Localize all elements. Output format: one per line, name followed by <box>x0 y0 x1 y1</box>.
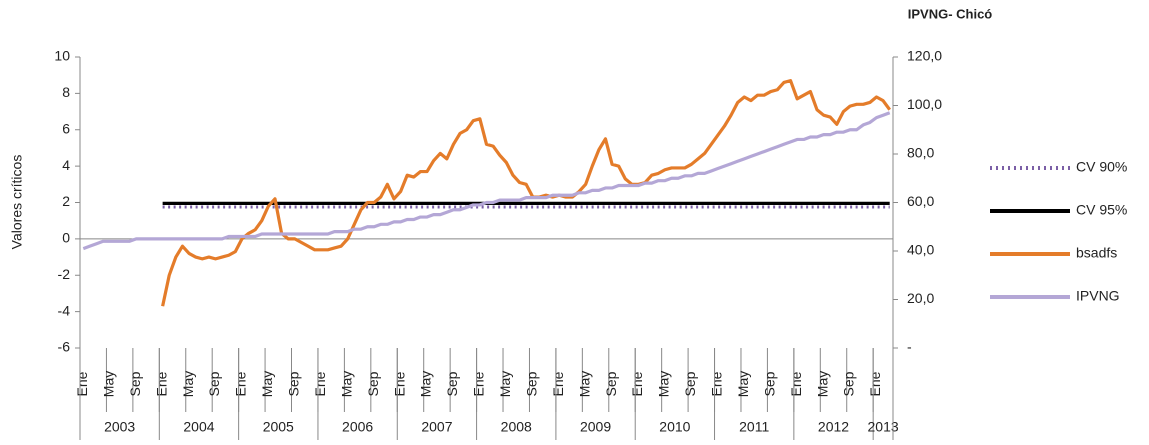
x-tick-label: Ene <box>391 371 407 396</box>
x-tick-label: Sep <box>206 371 222 396</box>
x-tick-label: May <box>100 371 116 397</box>
y2-tick-label: 40,0 <box>907 242 934 258</box>
x-tick-label: Ene <box>788 371 804 396</box>
y-tick-label: -6 <box>58 339 71 355</box>
x-tick-label: Sep <box>761 371 777 396</box>
x-tick-label: May <box>656 371 672 397</box>
y-tick-label: 10 <box>54 48 70 64</box>
legend-label: IPVNG <box>1076 288 1120 304</box>
year-label: 2010 <box>659 419 690 435</box>
x-tick-label: May <box>418 371 434 397</box>
year-label: 2011 <box>739 419 769 435</box>
x-tick-label: Ene <box>312 371 328 396</box>
year-label: 2003 <box>104 419 135 435</box>
y-tick-label: 4 <box>62 157 70 173</box>
y2-tick-label: 100,0 <box>907 96 942 112</box>
x-tick-label: Ene <box>629 371 645 396</box>
y2-tick-label: 20,0 <box>907 290 934 306</box>
x-tick-label: Sep <box>682 371 698 396</box>
y-tick-label: 2 <box>62 193 70 209</box>
chart-title: IPVNG- Chicó <box>908 6 993 21</box>
x-tick-label: May <box>497 371 513 397</box>
y-tick-label: -4 <box>58 302 71 318</box>
x-tick-label: May <box>576 371 592 397</box>
year-label: 2008 <box>501 419 532 435</box>
x-tick-label: Sep <box>286 371 302 396</box>
x-tick-label: Ene <box>471 371 487 396</box>
year-label: 2012 <box>818 419 849 435</box>
x-tick-label: Ene <box>233 371 249 396</box>
legend-label: CV 90% <box>1076 159 1127 175</box>
year-label: 2013 <box>868 419 899 435</box>
x-tick-label: Sep <box>841 371 857 396</box>
y2-tick-label: 120,0 <box>907 48 942 64</box>
x-tick-label: Ene <box>709 371 725 396</box>
y-tick-label: 6 <box>62 120 70 136</box>
x-tick-label: Ene <box>153 371 169 396</box>
x-tick-label: Ene <box>867 371 883 396</box>
year-label: 2006 <box>342 419 373 435</box>
x-tick-label: Sep <box>127 371 143 396</box>
x-tick-label: Sep <box>365 371 381 396</box>
y2-tick-label: 60,0 <box>907 193 934 209</box>
x-tick-label: May <box>814 371 830 397</box>
series-line <box>82 111 891 251</box>
year-label: 2004 <box>183 419 214 435</box>
y-tick-label: 8 <box>62 84 70 100</box>
x-tick-label: Ene <box>550 371 566 396</box>
year-label: 2007 <box>421 419 452 435</box>
x-tick-label: Sep <box>603 371 619 396</box>
series-line <box>161 79 891 307</box>
y-tick-label: -2 <box>58 266 71 282</box>
year-label: 2009 <box>580 419 611 435</box>
x-tick-label: May <box>259 371 275 397</box>
x-tick-label: Sep <box>523 371 539 396</box>
x-tick-label: May <box>180 371 196 397</box>
year-label: 2005 <box>263 419 294 435</box>
y2-tick-label: - <box>907 339 912 355</box>
x-tick-label: Ene <box>74 371 90 396</box>
x-tick-label: Sep <box>444 371 460 396</box>
x-tick-label: May <box>735 371 751 397</box>
y-axis-label: Valores críticos <box>9 155 25 250</box>
y2-tick-label: 80,0 <box>907 145 934 161</box>
y-tick-label: 0 <box>62 230 70 246</box>
x-tick-label: May <box>338 371 354 397</box>
legend-label: bsadfs <box>1076 245 1117 261</box>
legend-label: CV 95% <box>1076 202 1127 218</box>
